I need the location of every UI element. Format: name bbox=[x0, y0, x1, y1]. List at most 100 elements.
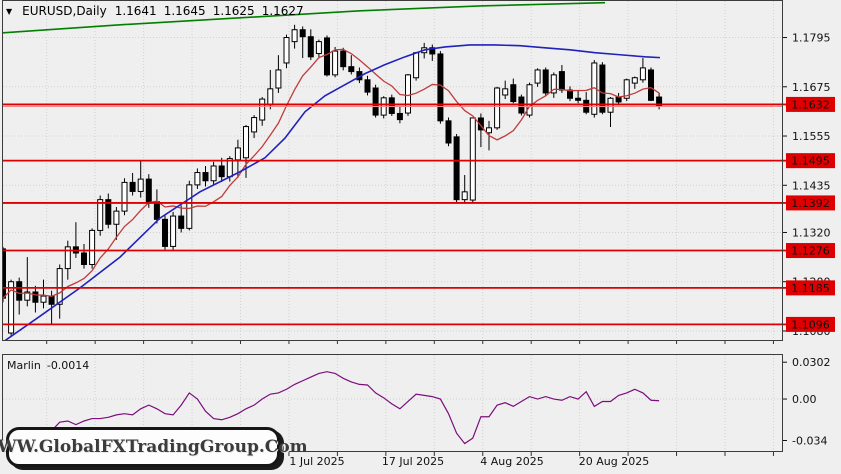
main-panel-border bbox=[2, 0, 783, 341]
bear-candle[interactable] bbox=[477, 117, 484, 131]
bull-candle[interactable] bbox=[275, 69, 282, 89]
bear-candle[interactable] bbox=[348, 66, 355, 73]
bear-candle[interactable] bbox=[575, 97, 582, 101]
ohlc-high-value: 1.1645 bbox=[163, 4, 206, 18]
level-badge-value: 1.1495 bbox=[791, 155, 830, 168]
red-moving-average-line[interactable] bbox=[3, 48, 660, 299]
price-axis[interactable]: 1.17951.16751.15551.14351.13201.12001.10… bbox=[783, 32, 835, 448]
bull-candle[interactable] bbox=[251, 117, 258, 133]
bear-candle[interactable] bbox=[558, 71, 565, 91]
bull-candle[interactable] bbox=[623, 79, 630, 99]
bull-candle[interactable] bbox=[56, 268, 63, 305]
bull-candle[interactable] bbox=[461, 191, 468, 201]
bull-candle[interactable] bbox=[494, 87, 501, 129]
bull-candle[interactable] bbox=[113, 210, 120, 225]
marlin-axis-label: 0.00 bbox=[792, 393, 817, 406]
bear-candle[interactable] bbox=[437, 53, 444, 122]
bull-candle[interactable] bbox=[469, 117, 476, 201]
bull-candle[interactable] bbox=[405, 74, 411, 114]
ohlc-open-value: 1.1641 bbox=[114, 4, 157, 18]
bear-candle[interactable] bbox=[145, 178, 152, 203]
price-tick-label: 1.1320 bbox=[792, 226, 831, 239]
bull-candle[interactable] bbox=[194, 172, 201, 186]
bull-candle[interactable] bbox=[534, 69, 541, 84]
bear-candle[interactable] bbox=[340, 50, 347, 68]
bear-candle[interactable] bbox=[364, 79, 371, 93]
candlestick-series[interactable] bbox=[1, 24, 663, 336]
bear-candle[interactable] bbox=[1, 248, 6, 299]
bear-candle[interactable] bbox=[129, 181, 136, 192]
bull-candle[interactable] bbox=[259, 98, 266, 121]
bear-candle[interactable] bbox=[648, 69, 654, 101]
price-level-badge[interactable]: 1.1096 bbox=[783, 316, 835, 332]
bull-candle[interactable] bbox=[267, 88, 274, 106]
bull-candle[interactable] bbox=[137, 178, 144, 192]
bear-candle[interactable] bbox=[218, 165, 225, 178]
chart-title-bar: ▼ EURUSD,Daily 1.1641 1.1645 1.1625 1.16… bbox=[6, 4, 304, 18]
bull-candle[interactable] bbox=[502, 88, 509, 96]
bull-candle[interactable] bbox=[234, 147, 241, 161]
marlin-indicator-line[interactable] bbox=[3, 371, 660, 449]
blue-moving-average-line[interactable] bbox=[0, 44, 661, 344]
bear-candle[interactable] bbox=[16, 281, 23, 301]
bull-candle[interactable] bbox=[315, 41, 322, 55]
price-level-badge[interactable]: 1.1495 bbox=[783, 153, 835, 169]
indicator-value: -0.0014 bbox=[46, 359, 90, 372]
bull-candle[interactable] bbox=[291, 29, 298, 43]
bear-candle[interactable] bbox=[105, 199, 112, 225]
bear-candle[interactable] bbox=[32, 291, 39, 303]
time-axis[interactable]: 1 Jul 2025 17 Jul 2025 4 Aug 2025 20 Aug 20… bbox=[46, 341, 774, 468]
bear-candle[interactable] bbox=[48, 295, 55, 305]
bull-candle[interactable] bbox=[97, 199, 104, 231]
bull-candle[interactable] bbox=[89, 229, 96, 265]
bull-candle[interactable] bbox=[486, 127, 492, 134]
support-resistance-lines[interactable] bbox=[3, 103, 782, 326]
bear-candle[interactable] bbox=[510, 84, 517, 103]
bear-candle[interactable] bbox=[178, 215, 185, 229]
bear-candle[interactable] bbox=[445, 120, 452, 144]
bull-candle[interactable] bbox=[631, 77, 638, 84]
bear-candle[interactable] bbox=[202, 172, 209, 182]
bear-candle[interactable] bbox=[429, 47, 436, 55]
bull-candle[interactable] bbox=[526, 84, 533, 116]
watermark-badge: WWW.GlobalFXTradingGroup.Com bbox=[0, 427, 308, 467]
price-level-badge[interactable]: 1.1632 bbox=[783, 96, 835, 112]
time-axis-label: 20 Aug 2025 bbox=[579, 455, 649, 468]
bear-candle[interactable] bbox=[372, 87, 379, 116]
bull-candle[interactable] bbox=[550, 74, 557, 94]
bull-candle[interactable] bbox=[639, 67, 646, 81]
bear-candle[interactable] bbox=[162, 218, 168, 247]
bull-candle[interactable] bbox=[64, 246, 71, 270]
bear-candle[interactable] bbox=[153, 201, 160, 220]
indicator-name: Marlin bbox=[7, 359, 41, 372]
bear-candle[interactable] bbox=[453, 136, 460, 201]
bull-candle[interactable] bbox=[413, 52, 420, 79]
green-trend-line[interactable] bbox=[0, 1, 606, 34]
price-level-badge[interactable]: 1.1392 bbox=[783, 195, 835, 211]
bull-candle[interactable] bbox=[121, 181, 128, 212]
indicator-label: Marlin -0.0014 bbox=[7, 359, 89, 372]
bull-candle[interactable] bbox=[170, 215, 177, 247]
bear-candle[interactable] bbox=[388, 97, 395, 114]
symbol-dropdown-icon[interactable]: ▼ bbox=[6, 6, 13, 16]
bull-candle[interactable] bbox=[283, 37, 290, 64]
bear-candle[interactable] bbox=[299, 29, 306, 38]
bear-candle[interactable] bbox=[542, 69, 549, 94]
bear-candle[interactable] bbox=[81, 252, 87, 265]
bull-candle[interactable] bbox=[186, 184, 193, 229]
bear-candle[interactable] bbox=[307, 36, 314, 58]
bear-candle[interactable] bbox=[599, 64, 606, 113]
price-level-badge[interactable]: 1.1276 bbox=[783, 243, 835, 259]
bull-candle[interactable] bbox=[210, 165, 217, 182]
price-level-badge[interactable]: 1.1185 bbox=[783, 280, 835, 296]
bear-candle[interactable] bbox=[615, 96, 622, 103]
bear-candle[interactable] bbox=[324, 37, 330, 76]
bull-candle[interactable] bbox=[332, 50, 339, 76]
bull-candle[interactable] bbox=[24, 291, 31, 301]
bull-candle[interactable] bbox=[40, 295, 47, 303]
bull-candle[interactable] bbox=[243, 126, 249, 159]
marlin-axis-label: -0.034 bbox=[792, 435, 827, 448]
bull-candle[interactable] bbox=[8, 281, 15, 334]
bear-candle[interactable] bbox=[396, 112, 403, 121]
